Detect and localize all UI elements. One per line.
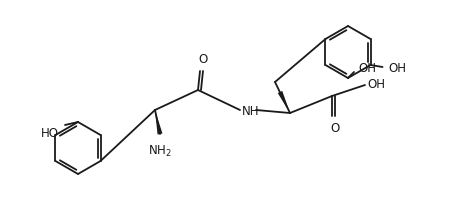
Text: OH: OH — [388, 61, 405, 75]
Text: NH$_2$: NH$_2$ — [148, 144, 171, 159]
Text: OH: OH — [357, 61, 375, 75]
Text: O: O — [330, 122, 339, 135]
Text: OH: OH — [366, 78, 384, 90]
Text: O: O — [198, 53, 207, 66]
Text: NH: NH — [241, 104, 259, 118]
Polygon shape — [277, 91, 290, 113]
Polygon shape — [155, 110, 162, 135]
Text: HO: HO — [41, 127, 59, 140]
